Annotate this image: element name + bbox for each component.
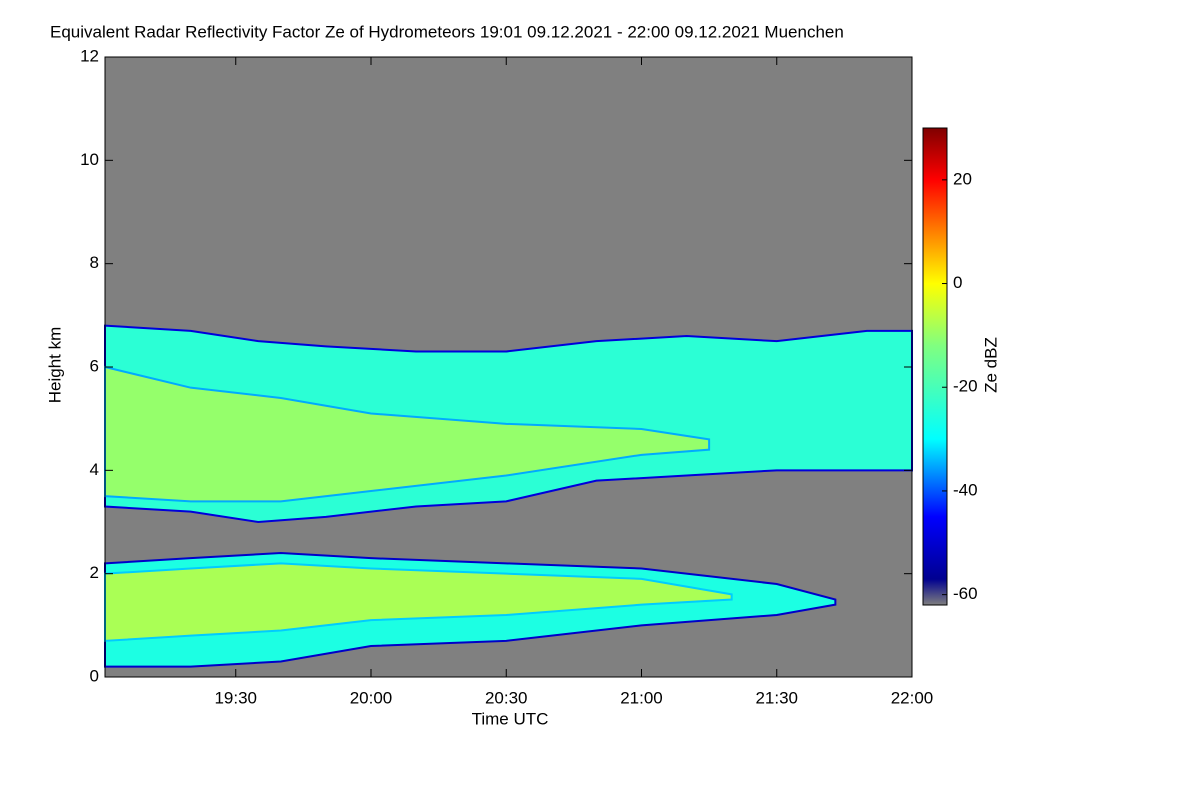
chart-title: Equivalent Radar Reflectivity Factor Ze … <box>50 22 844 41</box>
colorbar <box>922 127 948 606</box>
y-tick-label: 2 <box>90 563 99 582</box>
x-tick-label: 22:00 <box>891 688 934 707</box>
x-tick-label: 20:30 <box>485 688 528 707</box>
colorbar-tick-label: -60 <box>953 584 978 603</box>
colorbar-tick-label: -20 <box>953 377 978 396</box>
colorbar-label: Ze dBZ <box>981 337 1000 393</box>
y-tick-label: 12 <box>80 46 99 65</box>
y-tick-label: 6 <box>90 356 99 375</box>
y-tick-label: 0 <box>90 666 99 685</box>
echo-region <box>104 562 733 642</box>
y-tick-label: 8 <box>90 253 99 272</box>
x-tick-label: 21:00 <box>620 688 663 707</box>
colorbar-tick-label: 0 <box>953 273 962 292</box>
echo-region <box>104 365 711 503</box>
y-axis-label: Height km <box>45 327 64 404</box>
colorbar-tick-label: -40 <box>953 480 978 499</box>
x-tick-label: 20:00 <box>350 688 393 707</box>
x-axis-label: Time UTC <box>472 709 549 728</box>
colorbar-tick-label: 20 <box>953 169 972 188</box>
y-tick-label: 4 <box>90 460 99 479</box>
x-tick-label: 21:30 <box>755 688 798 707</box>
x-tick-label: 19:30 <box>214 688 257 707</box>
y-tick-label: 10 <box>80 150 99 169</box>
